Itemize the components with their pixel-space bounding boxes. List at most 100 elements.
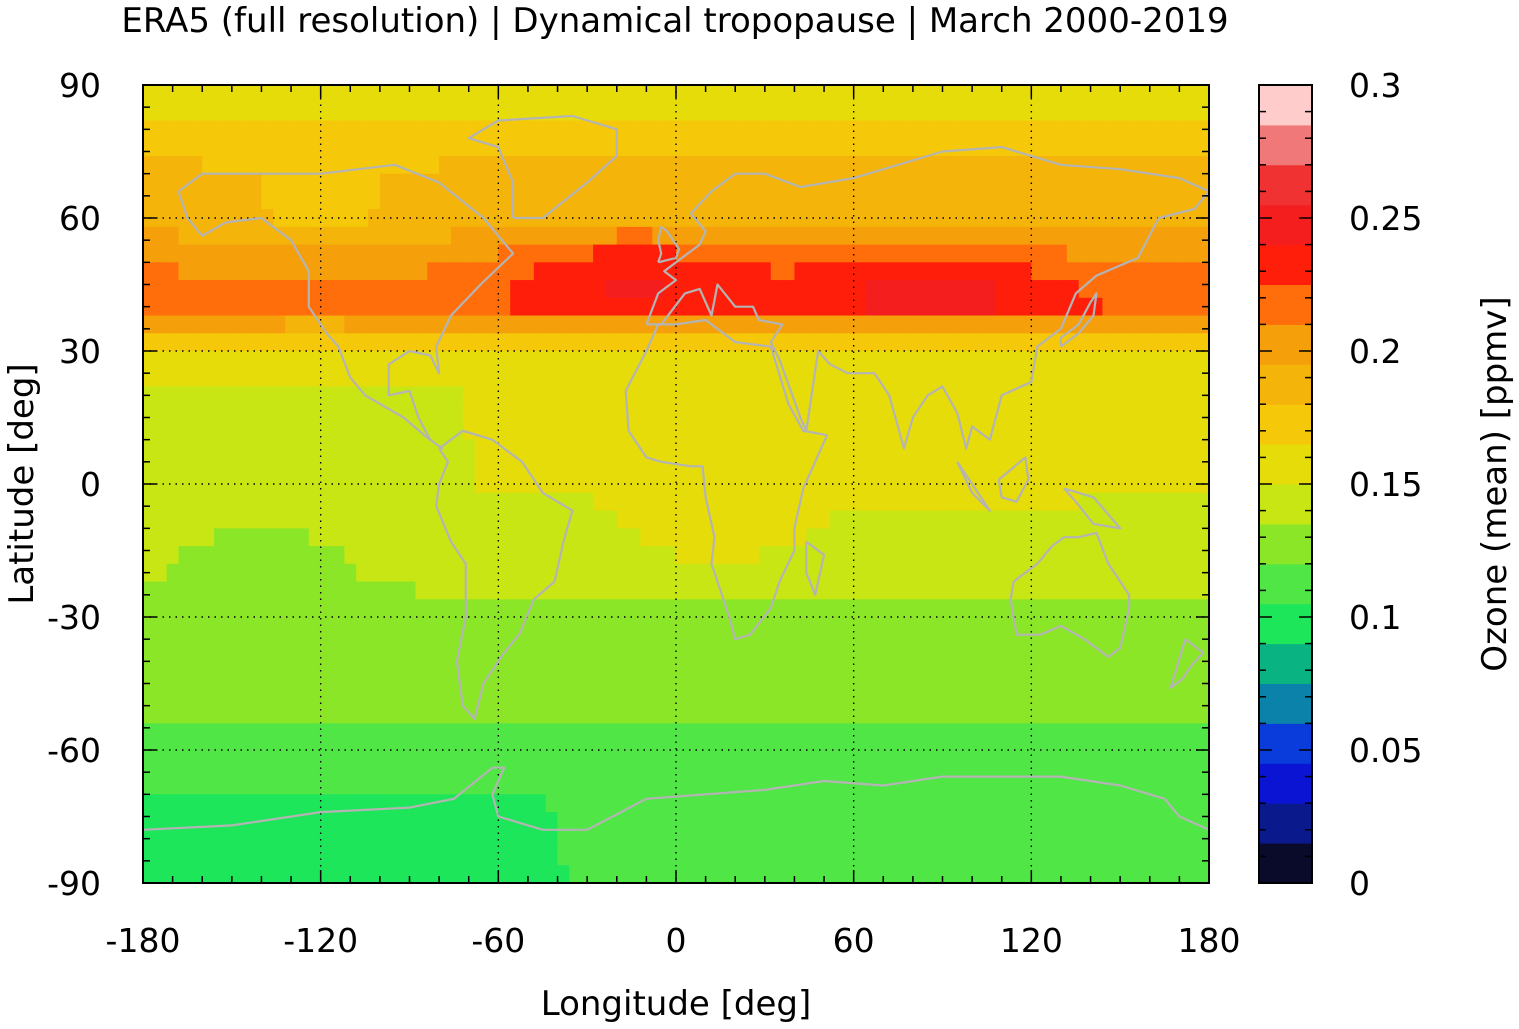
map-cell [628,475,642,494]
map-cell [498,85,511,104]
map-cell [427,297,440,317]
map-cell [995,652,1009,671]
map-cell [818,865,831,884]
map-cell [296,617,310,636]
map-cell [154,262,168,281]
map-cell [143,705,156,724]
map-cell [143,351,156,370]
map-cell [628,315,642,334]
map-cell [178,546,191,565]
map-cell [1149,280,1163,299]
map-cell [1090,120,1103,139]
map-cell [498,705,511,724]
map-cell [640,138,653,157]
map-cell [545,634,559,654]
map-cell [1114,191,1127,210]
map-cell [1197,687,1210,707]
map-cell [581,333,594,352]
map-cell [995,368,1009,388]
map-cell [853,226,867,246]
map-cell [450,262,464,281]
map-cell [1185,315,1198,334]
map-cell [439,776,452,795]
map-cell [533,617,547,636]
map-cell [1019,386,1032,405]
map-cell [403,280,417,299]
map-cell [652,404,665,423]
map-cell [225,351,239,370]
map-cell [510,102,523,122]
map-cell [190,865,203,884]
map-cell [368,492,381,512]
map-cell [261,563,274,583]
y-tick-label: -90 [47,864,101,903]
map-cell [391,315,405,334]
map-cell [770,244,784,263]
map-cell [758,102,772,122]
map-cell [261,776,274,795]
map-cell [770,209,784,228]
map-cell [616,687,630,707]
map-cell [1137,368,1151,388]
map-cell [557,368,570,388]
map-cell [498,723,511,742]
grid [143,85,1209,883]
map-cell [296,209,310,228]
map-cell [1055,581,1068,600]
map-cell [1185,599,1198,618]
map-cell [841,705,855,724]
map-cell [960,758,973,778]
map-cell [202,102,215,122]
map-cell [687,368,701,388]
map-cell [273,226,286,246]
map-cell [356,280,369,299]
map-cell [676,120,689,139]
map-cell [936,297,950,317]
map-cell [403,599,417,618]
map-cell [545,368,559,388]
map-cell [569,599,582,618]
map-cell [794,386,807,405]
map-cell [960,599,973,618]
map-cell [829,599,843,618]
map-cell [356,794,369,813]
map-cell [261,138,274,157]
map-cell [794,120,807,139]
map-cell [273,723,286,742]
map-cell [332,368,345,388]
map-cell [972,670,985,689]
map-cell [877,687,890,707]
map-cell [711,333,724,352]
map-cell [1078,847,1092,866]
map-cell [391,812,405,831]
map-cell [841,333,855,352]
map-cell [664,847,677,866]
map-cell [640,776,653,795]
map-cell [450,492,464,512]
map-cell [261,368,274,388]
map-cell [972,333,985,352]
map-cell [924,829,938,849]
map-cell [1090,865,1103,884]
map-cell [403,617,417,636]
map-cell [616,492,630,512]
map-cell [249,705,263,724]
map-cell [960,191,973,210]
map-cell [924,368,938,388]
map-cell [344,758,357,778]
map-cell [782,155,796,175]
map-cell [569,368,582,388]
map-cell [770,262,784,281]
map-cell [522,386,535,405]
map-cell [699,155,713,175]
map-cell [593,652,606,671]
map-cell [368,776,381,795]
map-cell [593,847,606,866]
map-cell [972,546,985,565]
map-cell [936,847,950,866]
map-cell [1149,758,1163,778]
map-cell [948,173,961,192]
map-cell [1031,244,1044,263]
map-cell [1078,209,1092,228]
map-cell [462,244,476,263]
